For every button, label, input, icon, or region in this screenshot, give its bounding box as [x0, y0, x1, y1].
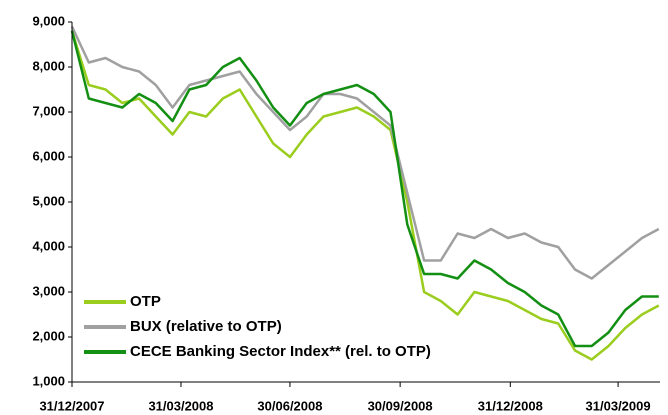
series-line [70, 30, 659, 348]
y-tick-label: 2,000 [32, 328, 65, 343]
y-tick-label: 9,000 [32, 13, 65, 28]
y-tick-label: 5,000 [32, 193, 65, 208]
y-tick-label: 3,000 [32, 283, 65, 298]
x-tick-label: 30/06/2008 [257, 398, 322, 413]
series-line [70, 30, 660, 361]
legend-label: BUX (relative to OTP) [130, 318, 282, 335]
y-tick-label: 8,000 [32, 58, 65, 73]
x-tick-label: 31/12/2007 [39, 398, 104, 413]
x-tick-label: 31/03/2008 [148, 398, 213, 413]
x-tick-label: 31/12/2008 [478, 398, 543, 413]
x-tick-label: 30/09/2008 [368, 398, 433, 413]
series-line [70, 25, 660, 280]
y-tick-label: 1,000 [32, 373, 65, 388]
y-tick-label: 7,000 [32, 103, 65, 118]
y-tick-label: 6,000 [32, 148, 65, 163]
legend-label: OTP [130, 293, 161, 310]
legend-label: CECE Banking Sector Index** (rel. to OTP… [130, 343, 431, 360]
y-tick-label: 4,000 [32, 238, 65, 253]
x-tick-label: 31/03/2009 [586, 398, 651, 413]
